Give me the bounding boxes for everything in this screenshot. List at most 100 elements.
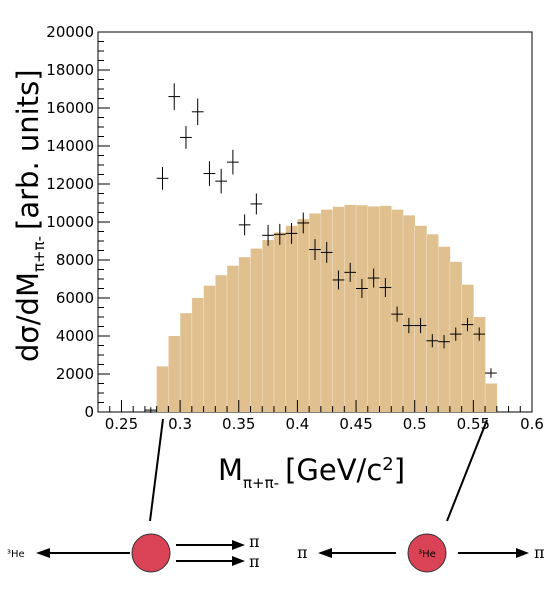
x-tick-label: 0.35 (222, 415, 255, 433)
histogram-bar (250, 248, 263, 412)
data-point (227, 149, 239, 175)
histogram-bar (473, 317, 486, 412)
data-point (238, 214, 251, 236)
data-point (391, 306, 403, 322)
data-point (379, 278, 392, 298)
x-tick-label: 0.55 (457, 415, 490, 433)
histogram-bar (156, 366, 169, 412)
right-connector-line (446, 419, 488, 522)
x-axis-title: Mπ+π- [GeV/c2] (218, 453, 405, 492)
left-connector-line (149, 418, 164, 522)
histogram-bar (379, 205, 392, 412)
y-axis-title-main: dσ/dM (11, 272, 45, 362)
histogram-bar (262, 240, 275, 412)
histogram-bar (203, 285, 216, 412)
y-tick-label: 4000 (56, 327, 94, 345)
y-axis-title: dσ/dMπ+π- [arb. units] (11, 69, 48, 362)
histogram-bar (180, 313, 193, 412)
data-point (438, 335, 450, 349)
data-point (449, 327, 462, 341)
right-pion-label-right: π (534, 543, 545, 562)
data-point (320, 241, 333, 263)
x-tick-label: 0.4 (285, 415, 309, 433)
y-axis-title-units: [arb. units] (11, 69, 45, 229)
y-tick-label: 0 (84, 403, 94, 421)
x-tick-label: 0.3 (168, 415, 192, 433)
data-point (332, 270, 345, 290)
data-point (273, 223, 286, 245)
left-nucleus (131, 533, 171, 573)
right-nucleus (407, 533, 447, 573)
y-tick-label: 8000 (56, 251, 94, 269)
histogram-bar (461, 284, 474, 412)
data-point (426, 334, 439, 348)
pion-label-bottom: π (249, 552, 260, 571)
data-point (180, 126, 192, 149)
x-axis-title-subscript: π+π- (243, 474, 279, 492)
right-arrow-left-head (318, 548, 332, 558)
left-arrow-head (36, 548, 50, 558)
histogram-bar (332, 206, 345, 412)
histogram-bar (168, 336, 181, 412)
data-point (344, 262, 357, 282)
histogram-bar (485, 383, 498, 412)
data-point (414, 317, 427, 334)
histogram-bar (273, 232, 286, 412)
data-point (144, 407, 157, 413)
histogram-bar (356, 205, 369, 412)
data-point (473, 327, 486, 341)
y-tick-label: 18000 (46, 61, 94, 79)
pion-arrow-top-head (232, 540, 245, 550)
y-tick-label: 2000 (56, 365, 94, 383)
data-point (191, 98, 204, 126)
data-point (285, 222, 298, 244)
x-tick-label: 0.45 (339, 415, 372, 433)
y-tick-label: 10000 (46, 213, 94, 231)
data-point (356, 279, 368, 298)
left-nucleus-label: ³He (7, 549, 25, 560)
x-axis-title-units-close: ] (394, 453, 405, 487)
right-nucleus-label: ³He (418, 549, 436, 560)
data-point (461, 317, 474, 332)
histogram-bar (438, 246, 451, 412)
x-tick-label: 0.6 (520, 415, 544, 433)
y-tick-label: 20000 (46, 23, 94, 41)
right-pion-label-left: π (297, 543, 308, 562)
histogram-bar (297, 219, 310, 412)
y-axis-ticks: 0 2000 4000 6000 8000 10000 12000 14000 16000 180… (46, 23, 110, 421)
histogram-bar (215, 275, 228, 412)
data-point (250, 193, 263, 215)
histogram-bar (191, 298, 204, 412)
data-point (297, 212, 310, 234)
data-point (485, 368, 497, 378)
x-axis-ticks: 0.25 0.3 0.35 0.4 0.45 0.5 0.55 0.6 (97, 400, 544, 433)
data-point (203, 161, 216, 186)
y-axis-title-subscript: π+π- (30, 236, 48, 272)
x-tick-label: 0.25 (105, 415, 138, 433)
histogram-bar (344, 204, 357, 412)
y-tick-label: 14000 (46, 137, 94, 155)
x-axis-title-units: [GeV/c (285, 453, 382, 487)
histogram-bar (426, 234, 439, 412)
x-axis-title-main: M (218, 453, 243, 487)
data-points (144, 83, 497, 413)
y-tick-label: 12000 (46, 175, 94, 193)
histogram-bar (320, 209, 333, 412)
data-point (156, 166, 169, 190)
histogram-bar (367, 206, 380, 412)
data-point (262, 224, 274, 246)
x-axis-title-units-superscript: 2 (382, 454, 393, 475)
pion-label-top: π (249, 532, 260, 551)
data-point (367, 268, 380, 288)
y-tick-label: 16000 (46, 99, 94, 117)
pion-arrow-bottom-head (232, 556, 245, 566)
data-point (168, 83, 181, 110)
y-tick-label: 6000 (56, 289, 94, 307)
data-point (215, 168, 228, 194)
histogram-bar (402, 215, 415, 412)
x-tick-label: 0.5 (403, 415, 427, 433)
histogram-bar (285, 225, 298, 412)
data-point (402, 317, 415, 334)
data-point (309, 239, 321, 260)
